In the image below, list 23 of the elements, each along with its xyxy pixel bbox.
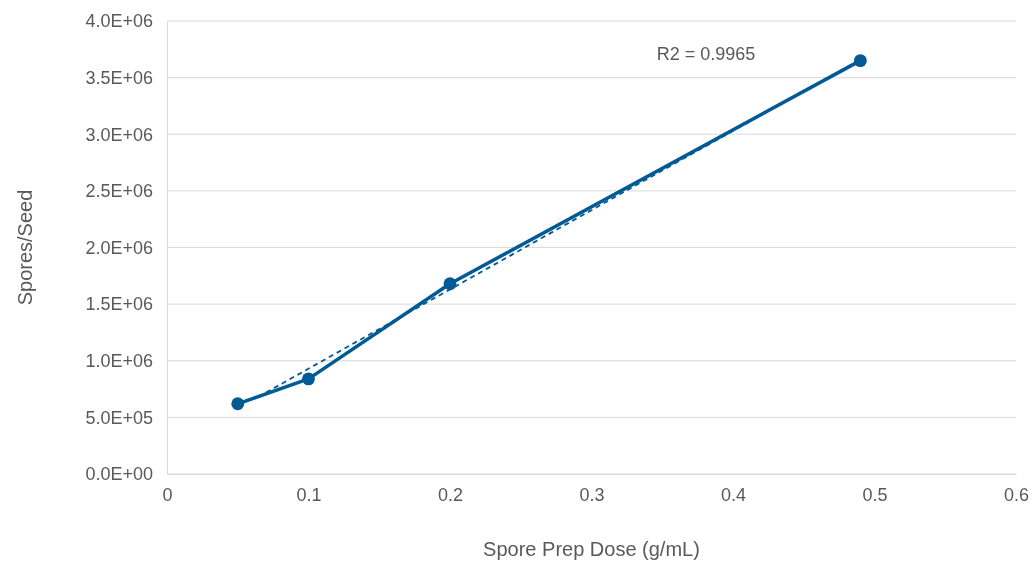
y-axis-title: Spores/Seed [14,189,36,306]
x-tick-label: 0.2 [437,484,464,505]
x-tick-label: 0.6 [1003,484,1030,505]
y-tick-label: 0.0E+00 [85,464,153,485]
annotation: R2 = 0.9965 [656,44,756,64]
y-tick-label: 2.0E+06 [85,237,153,258]
y-tick-label: 1.0E+06 [85,351,153,372]
point [443,277,457,291]
y-tick-label: 3.5E+06 [85,67,153,88]
y-tick-label: 3.0E+06 [85,124,153,145]
point [853,54,867,68]
x-axis-title: Spore Prep Dose (g/mL) [483,538,700,560]
y-tick-label: 2.5E+06 [85,181,153,202]
y-tick-label: 5.0E+05 [85,407,153,428]
point [302,372,315,386]
point [231,397,245,411]
y-tick-label: 1.5E+06 [85,294,153,315]
x-tick-label: 0.1 [296,484,322,505]
x-tick-label: 0.3 [579,484,605,505]
x-tick-label: 0.5 [862,484,888,505]
x-tick-label: 0 [162,484,173,505]
y-tick-label: 4.0E+06 [85,11,153,32]
x-tick-label: 0.4 [720,484,747,505]
